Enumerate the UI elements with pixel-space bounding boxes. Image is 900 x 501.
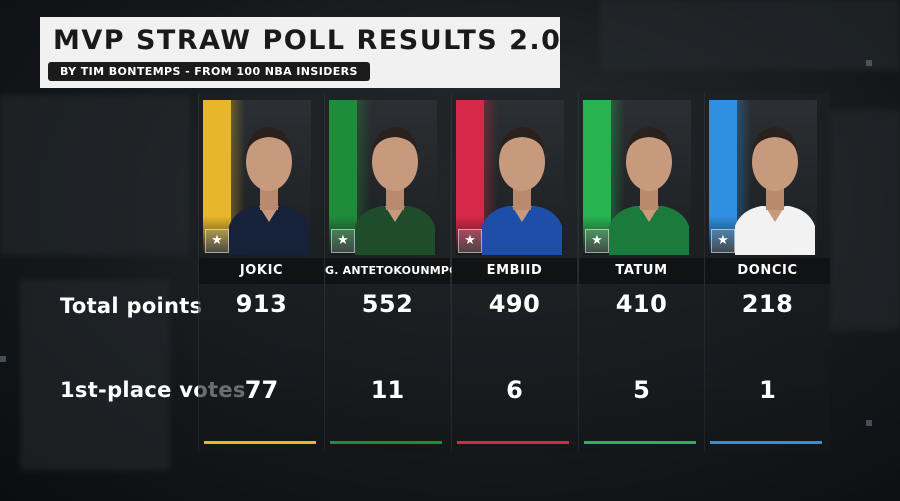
player-name: G. ANTETOKOUNMPO (325, 258, 459, 284)
player-column: ★ JOKIC 913 77 (198, 93, 324, 451)
first-place-votes-value: 77 (244, 376, 279, 404)
player-column: ★ DONCIC 218 1 (704, 93, 830, 451)
total-points-value: 490 (488, 290, 541, 318)
total-points-value: 410 (615, 290, 668, 318)
team-color-bar (204, 441, 316, 444)
player-photo: ★ (709, 100, 817, 255)
player-column: ★ EMBIID 490 6 (451, 93, 577, 451)
player-photo: ★ (203, 100, 311, 255)
player-silhouette-icon (482, 127, 562, 255)
player-photo: ★ (456, 100, 564, 255)
background-dot (866, 60, 872, 66)
mavericks-logo-icon: ★ (711, 229, 735, 253)
nuggets-logo-icon: ★ (205, 229, 229, 253)
player-name: TATUM (579, 258, 704, 284)
player-name: DONCIC (705, 258, 830, 284)
team-color-bar (584, 441, 696, 444)
title-box: MVP STRAW POLL RESULTS 2.0 BY TIM BONTEM… (40, 17, 560, 88)
celtics-logo-icon: ★ (585, 229, 609, 253)
team-color-bar (330, 441, 442, 444)
player-photo: ★ (583, 100, 691, 255)
player-silhouette-icon (355, 127, 435, 255)
player-silhouette-icon (735, 127, 815, 255)
player-column: ★ G. ANTETOKOUNMPO 552 11 (324, 93, 459, 451)
player-photo: ★ (329, 100, 437, 255)
first-place-votes-value: 5 (633, 376, 650, 404)
background-dot (0, 356, 6, 362)
background-building (830, 110, 900, 330)
first-place-votes-value: 1 (759, 376, 776, 404)
player-silhouette-icon (609, 127, 689, 255)
player-name: JOKIC (199, 258, 324, 284)
player-silhouette-icon (229, 127, 309, 255)
total-points-label: Total points (60, 294, 203, 318)
first-place-votes-value: 6 (506, 376, 523, 404)
bucks-logo-icon: ★ (331, 229, 355, 253)
sixers-logo-icon: ★ (458, 229, 482, 253)
player-column: ★ TATUM 410 5 (578, 93, 704, 451)
first-place-votes-value: 11 (370, 376, 405, 404)
background-building (20, 280, 170, 470)
team-color-bar (457, 441, 569, 444)
background-building (600, 0, 900, 70)
total-points-value: 218 (741, 290, 794, 318)
byline-badge: BY TIM BONTEMPS - FROM 100 NBA INSIDERS (48, 62, 370, 81)
background-dot (866, 420, 872, 426)
total-points-value: 552 (361, 290, 414, 318)
team-color-bar (710, 441, 822, 444)
page-title: MVP STRAW POLL RESULTS 2.0 (53, 25, 562, 56)
total-points-value: 913 (235, 290, 288, 318)
player-name: EMBIID (452, 258, 577, 284)
background-building (0, 95, 190, 255)
